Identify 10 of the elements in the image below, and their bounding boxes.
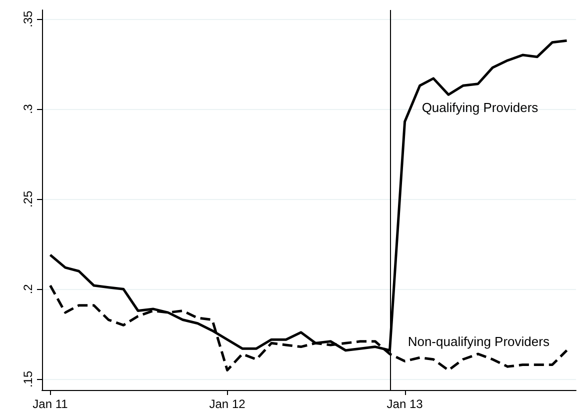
y-tick-label: .3 [21,104,35,114]
x-tick-label: Jan 12 [209,397,246,411]
y-tick-label: .25 [21,190,35,208]
series-label: Qualifying Providers [422,100,539,116]
y-tick-label: .35 [21,10,35,28]
x-tick-label: Jan 13 [386,397,424,411]
y-tick-label: .15 [21,370,35,388]
series-label: Non-qualifying Providers [408,334,550,350]
x-tick-label: Jan 11 [32,397,68,411]
y-tick-label: .2 [21,284,35,294]
